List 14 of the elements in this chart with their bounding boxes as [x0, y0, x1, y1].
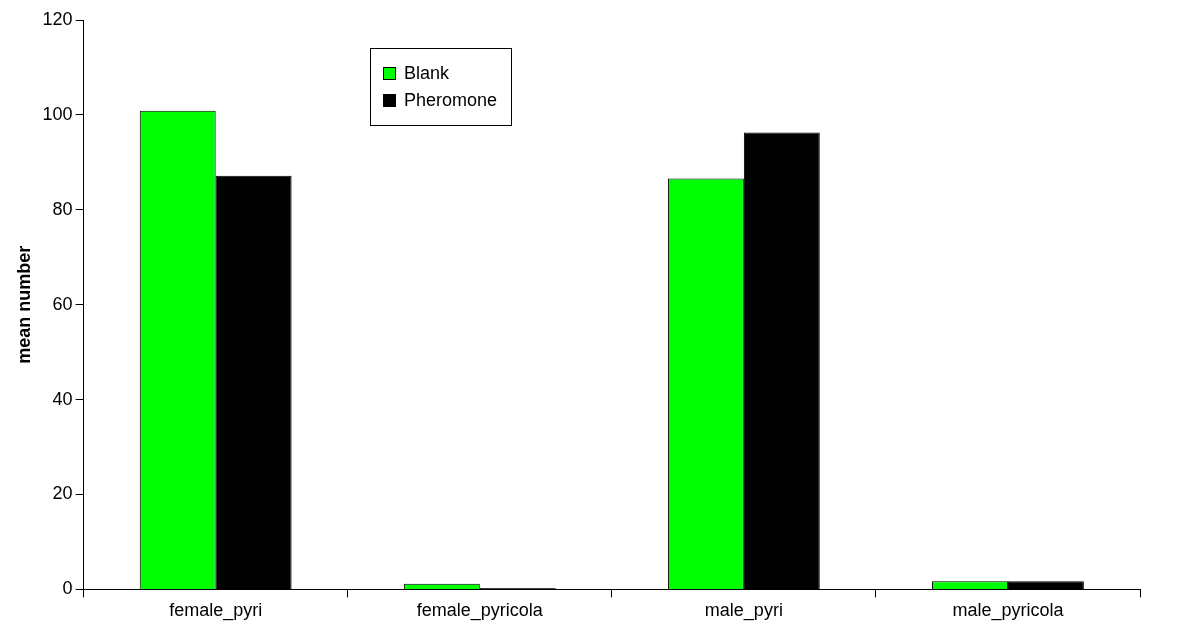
y-tick-label: 60 — [52, 293, 73, 314]
x-tick-label: male_pyricola — [952, 600, 1065, 622]
y-tick-label: 40 — [52, 388, 73, 409]
x-tick-label: female_pyricola — [416, 600, 544, 622]
y-tick-label: 120 — [42, 8, 73, 29]
legend-label: Pheromone — [404, 90, 498, 111]
x-tick-label: female_pyri — [169, 600, 263, 622]
y-tick-label: 80 — [52, 198, 73, 219]
legend-label: Blank — [404, 63, 450, 84]
y-tick-label: 100 — [42, 103, 73, 124]
y-tick-label: 20 — [52, 483, 73, 504]
y-axis-title: mean number — [13, 245, 34, 364]
x-tick-label: male_pyri — [704, 600, 783, 622]
y-tick-label: 0 — [62, 578, 73, 599]
